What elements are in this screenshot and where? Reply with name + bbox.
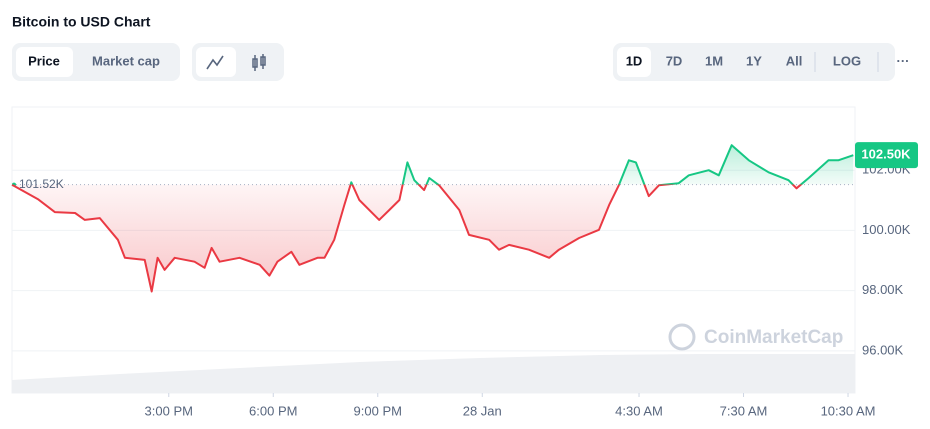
y-tick-label: 96.00K [862, 342, 904, 357]
tab[interactable]: 7D [666, 53, 683, 68]
x-tick-label: 4:30 AM [615, 403, 663, 418]
reference-label: 101.52K [19, 177, 64, 191]
tab[interactable]: All [786, 53, 803, 68]
watermark: CoinMarketCap [668, 323, 843, 351]
y-tick-label: 98.00K [862, 282, 904, 297]
tab-active-bg [617, 47, 651, 77]
area-fill [12, 145, 854, 292]
watermark-text: CoinMarketCap [704, 327, 843, 348]
tab[interactable]: 1D [626, 53, 643, 68]
line-icon [206, 55, 224, 70]
x-tick-label: 9:00 PM [354, 403, 402, 418]
y-tick-label: 100.00K [862, 222, 911, 237]
volume-area [12, 354, 855, 393]
tab[interactable]: Price [28, 53, 60, 68]
line-button[interactable] [196, 47, 236, 77]
last-price-label: 102.50K [861, 147, 911, 162]
price-line [11, 144, 854, 293]
tab[interactable]: 1Y [746, 53, 762, 68]
title: Bitcoin to USD Chart [12, 14, 151, 30]
x-tick-label: 28 Jan [463, 403, 502, 418]
candle-icon[interactable] [252, 54, 266, 71]
x-tick-label: 6:00 PM [249, 403, 297, 418]
x-tick-label: 7:30 AM [720, 403, 768, 418]
range-toggle [613, 43, 895, 81]
x-tick-label: 10:30 AM [821, 403, 876, 418]
tab-active-bg [16, 47, 73, 77]
tab[interactable]: LOG [833, 53, 861, 68]
range-tabs: 1D 7D 1M 1Y All [626, 53, 803, 68]
more-button[interactable]: ··· [897, 53, 910, 68]
last-price-tag [855, 142, 918, 169]
tab[interactable]: 1M [705, 53, 723, 68]
x-tick-label: 3:00 PM [145, 403, 193, 418]
tab[interactable]: Market cap [92, 53, 160, 68]
